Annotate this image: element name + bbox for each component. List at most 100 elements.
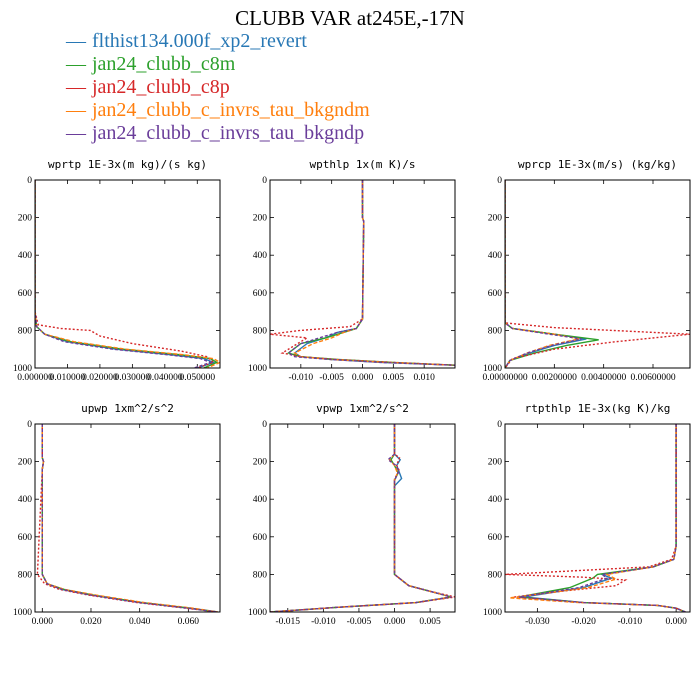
y-tick-label: 1000 (483, 608, 502, 618)
series-line (36, 424, 218, 612)
x-tick-label: 0.00200000 (532, 373, 577, 383)
x-tick-label: 0.00600000 (630, 373, 675, 383)
series-line (35, 180, 219, 368)
y-tick-label: 1000 (13, 608, 32, 618)
legend-swatch: — (66, 122, 86, 144)
legend-label: jan24_clubb_c8p (92, 76, 230, 98)
y-tick-label: 200 (253, 214, 268, 224)
y-tick-label: 1000 (248, 608, 267, 618)
y-tick-label: 800 (18, 326, 33, 336)
y-tick-label: 600 (253, 533, 268, 543)
series-line (270, 424, 452, 612)
y-tick-label: 400 (253, 251, 268, 261)
panel-title: rtpthlp 1E-3x(kg K)/kg (525, 402, 671, 415)
x-tick-label: 0.040 (129, 617, 151, 627)
x-tick-label: 0.000000 (17, 373, 53, 383)
y-tick-label: 600 (18, 289, 33, 299)
legend-label: jan24_clubb_c_invrs_tau_bkgndp (92, 122, 365, 144)
y-tick-label: 0 (262, 176, 267, 186)
series-line (509, 424, 686, 612)
series-line (293, 180, 455, 366)
y-tick-label: 0 (262, 420, 267, 430)
y-tick-label: 0 (497, 176, 502, 186)
plot-frame (504, 179, 691, 369)
y-tick-label: 1000 (483, 364, 502, 374)
series-group (505, 424, 686, 612)
y-tick-label: 800 (488, 326, 503, 336)
y-tick-label: 800 (253, 326, 268, 336)
series-line (35, 180, 213, 368)
figure-title: CLUBB VAR at245E,-17N (235, 6, 465, 30)
x-tick-label: 0.000 (665, 617, 687, 627)
series-line (270, 424, 455, 612)
panel-title: wprcp 1E-3x(m/s) (kg/kg) (518, 158, 677, 171)
y-tick-label: 0 (27, 176, 32, 186)
y-tick-label: 400 (488, 251, 503, 261)
legend-label: jan24_clubb_c_invrs_tau_bkgndm (92, 99, 370, 121)
y-tick-label: 200 (18, 214, 33, 224)
panel-title: wprtp 1E-3x(m kg)/(s kg) (48, 158, 207, 171)
chart-panel: rtpthlp 1E-3x(kg K)/kg 0 200 400 600 800 1000 -… (483, 402, 691, 627)
x-tick-label: -0.010 (618, 617, 643, 627)
x-tick-label: 0.005 (383, 373, 405, 383)
x-tick-label: 0.060 (178, 617, 200, 627)
y-tick-label: 1000 (13, 364, 32, 374)
y-tick-label: 800 (18, 570, 33, 580)
x-tick-label: 0.005 (419, 617, 441, 627)
x-tick-label: -0.030 (525, 617, 550, 627)
series-group (35, 180, 220, 368)
legend-label: jan24_clubb_c8m (92, 53, 236, 75)
series-line (35, 180, 220, 368)
chart-panel: wprcp 1E-3x(m/s) (kg/kg) 0 200 400 600 800 100… (482, 158, 691, 383)
plot-frame (269, 423, 456, 613)
legend-swatch: — (66, 30, 86, 52)
legend-swatch: — (66, 53, 86, 75)
series-line (41, 424, 218, 612)
series-line (293, 180, 455, 366)
y-tick-label: 200 (488, 458, 503, 468)
y-tick-label: 200 (253, 458, 268, 468)
x-tick-label: -0.005 (319, 373, 344, 383)
series-group (505, 180, 690, 368)
series-line (41, 424, 218, 612)
x-tick-label: 0.030000 (115, 373, 151, 383)
legend-label: flthist134.000f_xp2_revert (92, 30, 307, 52)
panel-title: vpwp 1xm^2/s^2 (316, 402, 409, 415)
plot-frame (34, 423, 221, 613)
x-tick-label: 0.010 (413, 373, 435, 383)
legend-item: — flthist134.000f_xp2_revert (66, 30, 370, 53)
series-line (287, 180, 455, 366)
y-tick-label: 400 (253, 495, 268, 505)
chart-panel: upwp 1xm^2/s^2 0 200 400 600 800 10000.000 0.02… (13, 402, 221, 627)
series-group (270, 424, 455, 612)
y-tick-label: 400 (18, 495, 33, 505)
series-line (518, 424, 686, 612)
legend-swatch: — (66, 76, 86, 98)
x-tick-label: -0.020 (571, 617, 596, 627)
series-line (41, 424, 218, 612)
y-tick-label: 1000 (248, 364, 267, 374)
y-tick-label: 600 (488, 289, 503, 299)
chart-panel: vpwp 1xm^2/s^2 0 200 400 600 800 1000 -0.015 -0.… (248, 402, 456, 627)
x-tick-label: 0.020000 (82, 373, 118, 383)
legend-item: — jan24_clubb_c_invrs_tau_bkgndm (66, 99, 370, 122)
x-tick-label: 0.000 (384, 617, 406, 627)
x-tick-label: -0.015 (276, 617, 301, 627)
x-tick-label: -0.010 (311, 617, 336, 627)
series-line (270, 424, 452, 612)
panel-title: upwp 1xm^2/s^2 (81, 402, 174, 415)
y-tick-label: 600 (488, 533, 503, 543)
y-tick-label: 0 (497, 420, 502, 430)
series-group (36, 424, 218, 612)
series-group (270, 180, 455, 366)
chart-panel: wpthlp 1x(m K)/s 0 200 400 600 800 1000 -0.010-… (248, 158, 456, 383)
legend-item: — jan24_clubb_c8m (66, 53, 370, 76)
series-line (505, 180, 580, 368)
chart-panel: wprtp 1E-3x(m kg)/(s kg) 0 200 400 600 800 100… (13, 158, 221, 383)
x-tick-label: 0.020 (80, 617, 102, 627)
series-line (270, 424, 452, 612)
plot-frame (34, 179, 221, 369)
y-tick-label: 400 (488, 495, 503, 505)
